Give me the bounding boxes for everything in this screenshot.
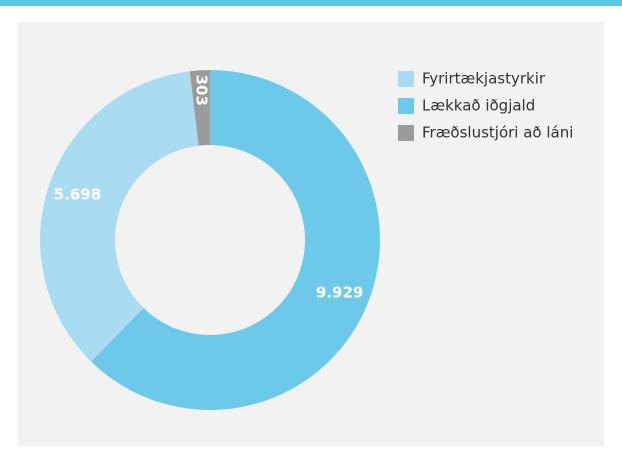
legend-swatch <box>398 98 414 114</box>
value-label: 5.698 <box>54 185 101 203</box>
donut-segment <box>189 70 210 146</box>
legend-swatch <box>398 71 414 87</box>
donut-segment <box>91 70 381 411</box>
legend-text: Fræðslustjóri að láni <box>422 124 573 142</box>
legend-text: Fyrirtækjastyrkir <box>422 70 546 88</box>
legend-swatch <box>398 125 414 141</box>
top-bar <box>0 0 622 6</box>
donut-segment <box>40 71 199 362</box>
value-label: 9.929 <box>316 283 363 301</box>
legend-text: Lækkað iðgjald <box>422 97 535 115</box>
value-label: 303 <box>193 75 211 106</box>
